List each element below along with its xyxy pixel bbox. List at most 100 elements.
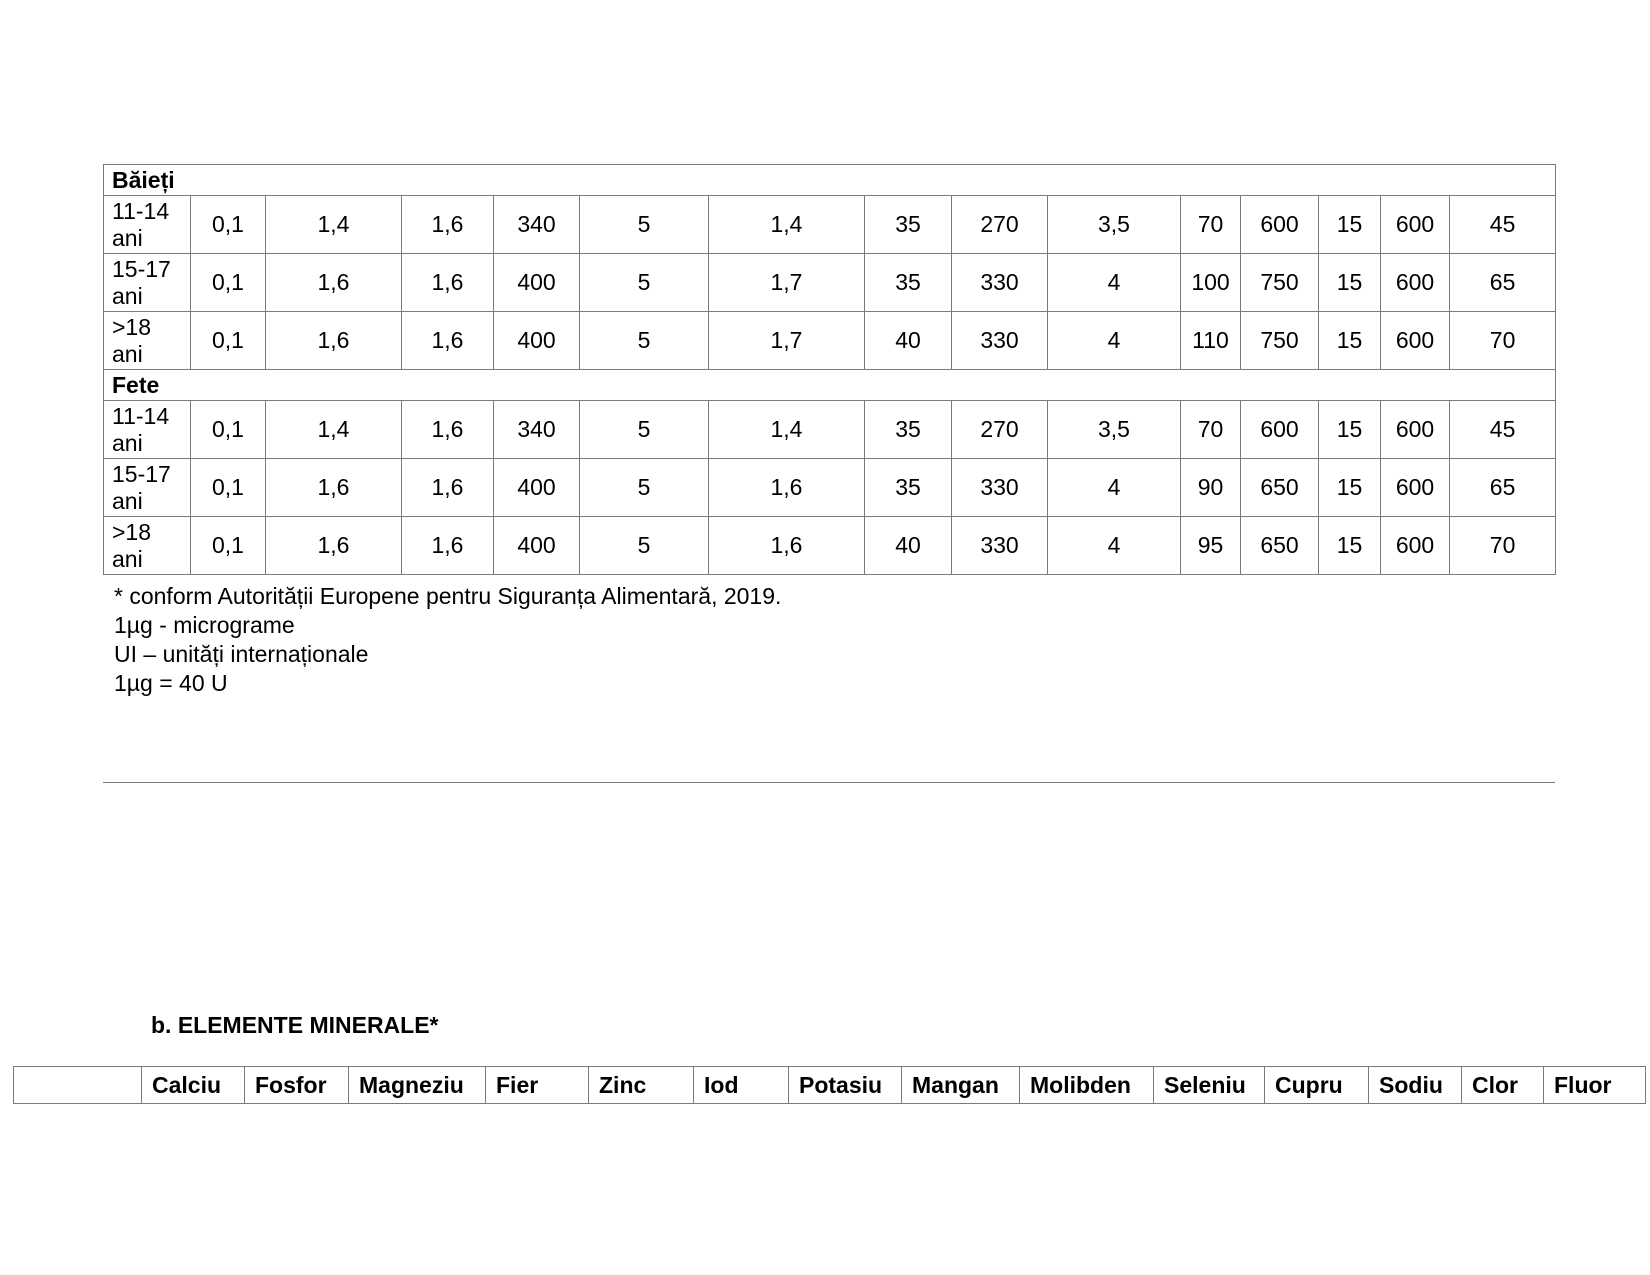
table-cell: 1,6 [401, 516, 494, 575]
age-group: 11-14 ani [103, 195, 191, 254]
table-cell: 15 [1318, 458, 1381, 517]
table-cell: 1,6 [265, 458, 402, 517]
table-cell: 1,6 [708, 516, 865, 575]
vitamins-table: Băieți 11-14 ani 0,1 1,4 1,6 340 5 1,4 35 270 3,5 7… [102, 164, 1557, 575]
table-cell: 110 [1180, 311, 1241, 370]
table-cell: 40 [864, 311, 952, 370]
table-row: 11-14 ani 0,1 1,4 1,6 340 5 1,4 35 270 3,5 70 600 15… [103, 400, 1557, 459]
column-header: Iod [693, 1066, 789, 1104]
table-row: >18 ani 0,1 1,6 1,6 400 5 1,7 40 330 4 110 750 15 600… [103, 311, 1557, 370]
table-cell: 15 [1318, 195, 1381, 254]
table-cell: 600 [1380, 311, 1450, 370]
section-heading: b. ELEMENTE MINERALE* [151, 1012, 439, 1038]
table-cell: 1,6 [265, 516, 402, 575]
column-header: Seleniu [1153, 1066, 1265, 1104]
table-cell: 600 [1380, 458, 1450, 517]
table-cell: 65 [1448, 458, 1557, 517]
table-cell: 15 [1318, 516, 1381, 575]
column-header: Calciu [141, 1066, 245, 1104]
table-cell: 750 [1240, 253, 1319, 312]
table-cell: 330 [951, 253, 1048, 312]
table-cell: 35 [864, 195, 952, 254]
table-cell: 1,4 [265, 400, 402, 459]
table-cell: 340 [493, 195, 580, 254]
column-header: Potasiu [788, 1066, 902, 1104]
table-cell: 1,7 [708, 311, 865, 370]
table-cell: 35 [864, 458, 952, 517]
column-header: Sodiu [1368, 1066, 1462, 1104]
table-row: 15-17 ani 0,1 1,6 1,6 400 5 1,7 35 330 4 100 750 15 6… [103, 253, 1557, 312]
table-cell: 330 [951, 458, 1048, 517]
table-cell: 1,4 [265, 195, 402, 254]
table-cell: 5 [579, 253, 709, 312]
table-cell: 0,1 [190, 516, 266, 575]
age-group: >18 ani [103, 516, 191, 575]
table-cell: 0,1 [190, 458, 266, 517]
column-header: Fosfor [244, 1066, 349, 1104]
table-cell: 15 [1318, 400, 1381, 459]
table-cell: 750 [1240, 311, 1319, 370]
table-cell: 330 [951, 311, 1048, 370]
table-cell: 1,6 [401, 458, 494, 517]
table-cell: 600 [1380, 253, 1450, 312]
table-cell: 100 [1180, 253, 1241, 312]
table-cell: 600 [1380, 400, 1450, 459]
column-header: Clor [1461, 1066, 1544, 1104]
table-cell: 15 [1318, 253, 1381, 312]
page-divider [103, 782, 1555, 783]
table-cell: 4 [1047, 516, 1181, 575]
column-header: Fluor [1543, 1066, 1646, 1104]
age-group: 15-17 ani [103, 253, 191, 312]
table-cell: 600 [1380, 516, 1450, 575]
table-cell: 0,1 [190, 311, 266, 370]
footnote: 1µg = 40 U [114, 670, 228, 696]
table-cell: 600 [1240, 195, 1319, 254]
minerals-header-row: Calciu Fosfor Magneziu Fier Zinc Iod Potasiu Ma… [13, 1066, 1646, 1104]
age-group: 11-14 ani [103, 400, 191, 459]
table-cell: 1,4 [708, 400, 865, 459]
table-cell: 400 [493, 311, 580, 370]
table-cell: 35 [864, 253, 952, 312]
column-header: Mangan [901, 1066, 1020, 1104]
age-group: >18 ani [103, 311, 191, 370]
table-cell: 70 [1448, 516, 1557, 575]
column-header: Cupru [1264, 1066, 1369, 1104]
table-cell: 5 [579, 195, 709, 254]
table-cell: 600 [1380, 195, 1450, 254]
column-header: Magneziu [348, 1066, 486, 1104]
table-cell: 1,6 [401, 195, 494, 254]
table-cell: 1,4 [708, 195, 865, 254]
footnotes: * conform Autorității Europene pentru Si… [114, 582, 781, 698]
table-cell: 270 [951, 195, 1048, 254]
table-row: 15-17 ani 0,1 1,6 1,6 400 5 1,6 35 330 4 90 650 15 60… [103, 458, 1557, 517]
table-cell: 4 [1047, 253, 1181, 312]
section-title: Băieți [102, 164, 1557, 196]
table-cell: 45 [1448, 195, 1557, 254]
table-cell: 340 [493, 400, 580, 459]
footnote: UI – unități internaționale [114, 641, 369, 667]
table-cell: 15 [1318, 311, 1381, 370]
table-cell: 1,6 [265, 311, 402, 370]
table-cell: 0,1 [190, 195, 266, 254]
table-cell: 400 [493, 516, 580, 575]
table-cell: 0,1 [190, 400, 266, 459]
table-cell: 3,5 [1047, 400, 1181, 459]
table-cell: 70 [1448, 311, 1557, 370]
table-cell: 5 [579, 458, 709, 517]
column-header: Fier [485, 1066, 589, 1104]
table-cell: 600 [1240, 400, 1319, 459]
table-cell: 1,6 [401, 311, 494, 370]
table-cell: 4 [1047, 458, 1181, 517]
section-row: Băieți [102, 164, 1557, 196]
table-cell: 1,6 [265, 253, 402, 312]
table-cell: 1,6 [401, 253, 494, 312]
footnote: 1µg - micrograme [114, 612, 295, 638]
age-group: 15-17 ani [103, 458, 191, 517]
column-header: Zinc [588, 1066, 694, 1104]
table-cell: 70 [1180, 195, 1241, 254]
minerals-table: Calciu Fosfor Magneziu Fier Zinc Iod Potasiu Ma… [13, 1066, 1646, 1104]
table-cell: 400 [493, 253, 580, 312]
table-cell: 45 [1448, 400, 1557, 459]
section-row: Fete [102, 369, 1557, 401]
table-cell: 95 [1180, 516, 1241, 575]
